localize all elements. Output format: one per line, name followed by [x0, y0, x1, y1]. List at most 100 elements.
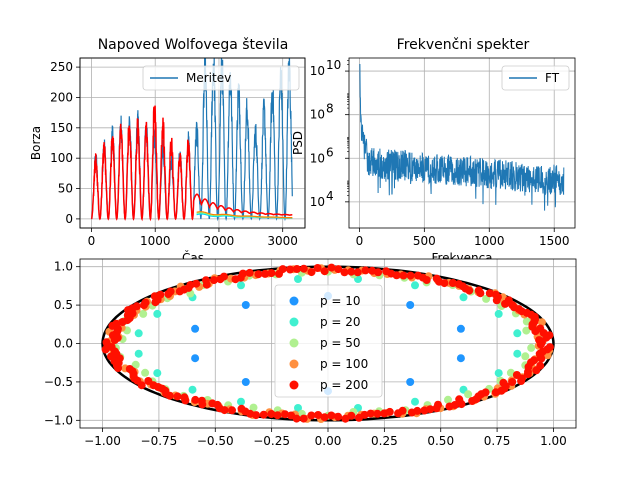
pole-point [141, 368, 150, 377]
wolf-ytick-label: 0 [65, 212, 73, 226]
pole-point [307, 411, 316, 420]
wolf-xtick-label: 1000 [140, 234, 171, 248]
spectrum-ytick-label: 10 [310, 108, 325, 122]
pole-point [228, 406, 236, 415]
pole-point [134, 349, 143, 358]
poles-xtick-label: 0.75 [484, 434, 511, 448]
pole-point [522, 326, 531, 335]
pole-point [139, 309, 148, 318]
pole-point [245, 268, 254, 277]
poles-xtick-label: −0.75 [141, 434, 178, 448]
pole-point [241, 378, 250, 386]
pole-point [164, 290, 173, 298]
pole-point [220, 406, 229, 415]
pole-point [191, 395, 200, 404]
pole-point [237, 281, 245, 290]
pole-point [334, 265, 343, 274]
poles-ytick-label: −0.5 [44, 375, 73, 389]
wolf-ytick-label: 250 [50, 60, 73, 74]
pole-point [406, 378, 415, 386]
poles-legend: p = 10 p = 20 p = 50 p = 100 p = 200 [274, 284, 383, 398]
pole-point [153, 369, 162, 378]
pole-point [110, 336, 119, 345]
pole-point [494, 369, 503, 378]
poles-legend-label: p = 10 [320, 294, 361, 308]
wolf-series-forecast-3 [196, 211, 293, 219]
poles-legend-marker [289, 296, 299, 306]
pole-point [249, 403, 258, 412]
pole-point [292, 414, 301, 423]
pole-point [210, 276, 218, 285]
spectrum-ylabel: PSD [291, 131, 305, 155]
wolf-series-group [90, 58, 293, 222]
pole-point [512, 371, 521, 379]
poles-ytick-label: 0.5 [54, 298, 73, 312]
pole-point [341, 414, 350, 423]
poles-series-200 [101, 263, 554, 423]
poles-legend-label: p = 50 [320, 336, 361, 350]
pole-point [414, 271, 422, 280]
pole-point [216, 275, 225, 284]
pole-point [536, 361, 545, 370]
pole-point [327, 263, 336, 272]
pole-point [281, 410, 289, 419]
wolf-xtick-label: 2000 [204, 234, 235, 248]
poles-legend-marker [289, 338, 299, 348]
pole-point [536, 340, 545, 349]
pole-point [261, 269, 270, 278]
wolf-ylabel: Borza [29, 126, 43, 160]
pole-point [485, 289, 494, 298]
pole-point [334, 412, 343, 421]
pole-point [294, 275, 302, 283]
wolf-legend: Meritev [142, 65, 300, 91]
pole-point [320, 267, 329, 276]
wolf-ytick-label: 100 [50, 151, 73, 165]
pole-point [188, 385, 197, 394]
pole-point [307, 268, 316, 277]
wolf-xtick-label: 3000 [267, 234, 298, 248]
pole-point [474, 286, 483, 295]
pole-point [267, 410, 276, 418]
pole-point [231, 275, 240, 284]
wolf-ytick-label: 50 [58, 182, 73, 196]
pole-point [175, 287, 184, 296]
poles-ytick-label: 1.0 [54, 260, 73, 274]
pole-point [499, 378, 508, 387]
pole-point [506, 368, 515, 377]
pole-point [530, 356, 538, 365]
pole-point [368, 266, 377, 275]
pole-point [131, 360, 140, 369]
pole-point [275, 269, 283, 278]
pole-point [504, 296, 513, 305]
poles-legend-label: p = 100 [320, 357, 368, 371]
wolf-title: Napoved Wolfovega števila [98, 37, 289, 53]
pole-point [273, 411, 282, 420]
pole-point [191, 354, 200, 363]
pole-point [153, 309, 162, 318]
pole-point [398, 406, 407, 415]
pole-point [340, 268, 349, 277]
pole-point [246, 409, 255, 418]
pole-point [151, 298, 160, 307]
poles-xtick-label: −1.00 [84, 434, 121, 448]
pole-point [191, 324, 200, 333]
spectrum-xtick-label: 1000 [474, 234, 505, 248]
pole-point [241, 301, 250, 309]
pole-point [494, 309, 503, 318]
pole-point [456, 354, 465, 363]
pole-point [259, 410, 268, 419]
pole-point [459, 293, 468, 302]
poles-ytick-label: 0.0 [54, 337, 73, 351]
spectrum-ytick-exponent: 4 [326, 189, 334, 203]
pole-point [366, 409, 375, 418]
poles-legend-marker [289, 317, 299, 327]
pole-point [385, 407, 394, 416]
pole-point [347, 411, 356, 420]
pole-point [118, 318, 127, 326]
poles-plot: −1.00 −0.75 −0.50 −0.25 0.00 0.25 0.50 0.75 1.00… [44, 258, 577, 448]
pole-point [320, 413, 329, 422]
pole-point [536, 324, 545, 333]
pole-point [426, 405, 435, 414]
wolf-legend-label: Meritev [186, 71, 231, 85]
